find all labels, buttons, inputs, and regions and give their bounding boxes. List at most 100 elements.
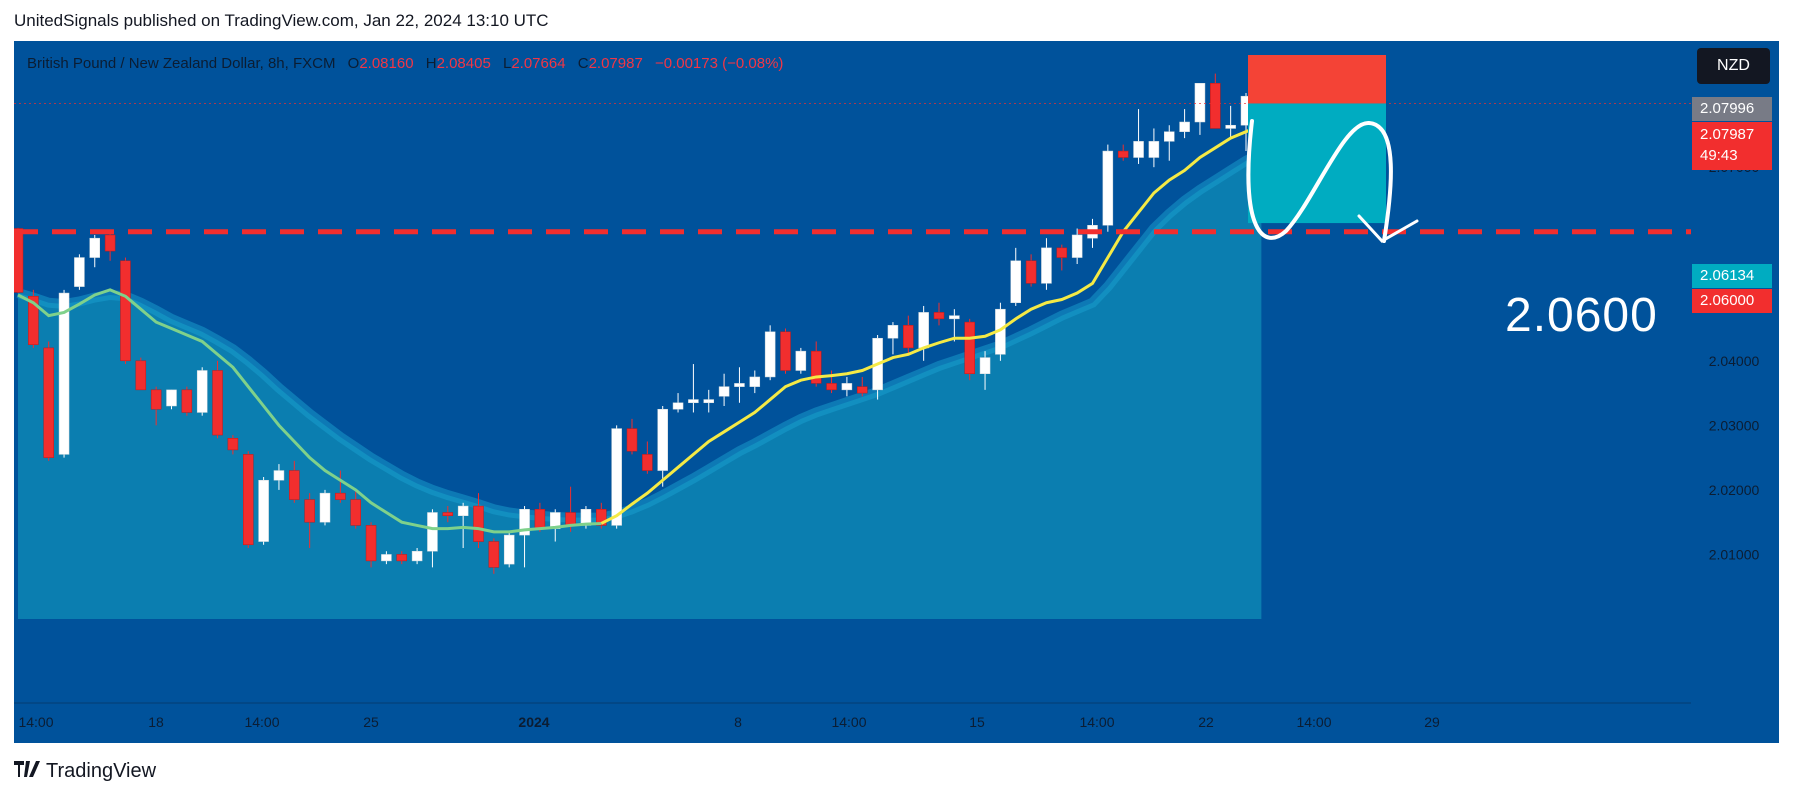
price-chart[interactable]: 2.070002.050002.040002.030002.020002.010… [14,41,1779,743]
candle-body [442,512,454,516]
candle-body [135,360,147,391]
x-tick-label: 2024 [518,714,549,730]
candle-body [196,370,208,413]
forecast-arrow-curve [1246,119,1393,243]
candle-body [933,312,945,320]
candle-body [335,492,346,500]
candle-body [1041,247,1052,284]
x-tick-label: 8 [734,714,742,730]
candle-body [396,554,407,562]
candle-body [1225,124,1236,129]
x-tick-label: 14:00 [1079,714,1114,730]
candle-body [473,505,484,542]
candle-body [503,534,515,565]
candle-body [104,234,116,252]
candle-body [672,402,684,410]
tradingview-logo[interactable]: TradingView [14,760,156,783]
candle-body [1010,260,1021,303]
candle-body [258,479,269,542]
candle-body [810,350,822,384]
bar-countdown: 49:43 [1700,147,1738,164]
moving-average-lines [17,123,1262,534]
candle-body [857,386,868,394]
candle-body [749,376,761,387]
candle-body [596,509,607,526]
candle-body [1056,247,1068,258]
x-tick-label: 14:00 [1296,714,1331,730]
candle-body [519,509,530,536]
candle-body [642,454,653,471]
candle-body [1117,150,1129,158]
stop-loss-box [1248,55,1386,104]
candle-body [411,550,423,562]
candle-body [150,389,162,410]
candle-body [212,370,223,436]
y-tick-label: 2.01000 [1709,546,1760,562]
candle-body [826,383,837,391]
candle-body [1102,150,1114,226]
low-label: L [502,55,512,72]
x-tick-label: 25 [363,714,379,730]
target-label: 2.0600 [1505,289,1658,342]
candle-body [887,325,899,339]
open-value: 2.08160 [359,55,414,72]
tradingview-brand: TradingView [46,760,157,782]
change-value: −0.00173 (−0.08%) [654,55,784,72]
candle-body [166,389,177,407]
chart-area[interactable]: 2.070002.050002.040002.030002.020002.010… [14,41,1779,743]
candle-body [89,237,100,258]
candle-body [611,428,622,526]
candle-body [534,509,546,529]
tradingview-mark-icon [14,760,40,783]
candle-body [688,399,699,404]
candle-body [181,389,193,413]
candle-body [626,428,638,452]
candle-body [841,383,853,391]
x-tick-label: 22 [1198,714,1214,730]
candle-body [1071,234,1083,258]
x-tick-label: 15 [969,714,985,730]
close-value: 2.07987 [588,55,643,72]
candle-body [918,312,929,349]
y-tick-label: 2.04000 [1709,353,1760,369]
candle-body [1194,83,1206,123]
candle-body [488,541,500,568]
trade-annotation [1246,55,1419,243]
open-label: O [347,55,360,72]
close-label: C [577,55,589,72]
candle-body [949,315,960,320]
candle-body [1179,121,1190,132]
candle-body [718,386,730,397]
candle-body [1133,141,1144,158]
candle-body [243,454,254,546]
candle-body [657,408,668,471]
candle-body [365,525,377,562]
price-tag-current-value: 2.07987 [1700,126,1755,143]
currency-button[interactable]: NZD [1697,48,1770,84]
candle-body [780,331,791,371]
candle-body [964,321,975,374]
price-tag-last: 2.07996 [1692,97,1772,121]
y-tick-label: 2.02000 [1709,482,1760,498]
candle-body [43,347,54,458]
published-caption: UnitedSignals published on TradingView.c… [14,11,549,30]
candle-body [28,296,39,345]
y-tick-label: 2.03000 [1709,417,1760,433]
candle-body [1025,260,1037,284]
candle-body [319,492,331,523]
candle-body [120,260,131,362]
price-tag-ma: 2.06134 [1692,264,1772,288]
candle-body [734,383,745,387]
low-value: 2.07664 [511,55,566,72]
x-tick-label: 18 [148,714,164,730]
horizontal-level-line [14,102,1691,235]
candle-body [703,399,714,404]
candle-body [795,350,807,371]
candle-body [289,470,300,500]
candle-body [1164,131,1175,142]
candle-body [1210,83,1221,129]
symbol-title: British Pound / New Zealand Dollar, 8h, … [27,55,336,72]
candle-body [14,228,24,293]
high-value: 2.08405 [436,55,491,72]
price-tag-level: 2.06000 [1692,289,1772,313]
